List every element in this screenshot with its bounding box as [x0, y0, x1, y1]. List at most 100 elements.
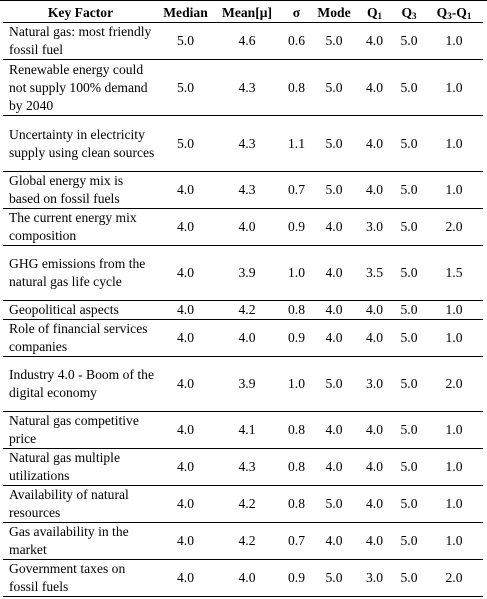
cell-iqr: 2.0 [425, 559, 483, 597]
table-body: Natural gas: most friendly fossil fuel 5.… [3, 22, 483, 597]
table-row: Government taxes on fossil fuels 4.0 4.0 0.… [3, 559, 483, 597]
cell-factor: Gas availability in the market [3, 522, 158, 560]
cell-iqr: 1.0 [425, 171, 483, 209]
cell-q3: 5.0 [393, 522, 425, 560]
cell-mode: 5.0 [312, 115, 356, 172]
cell-mean: 4.2 [213, 522, 281, 560]
cell-mode: 4.0 [312, 245, 356, 301]
cell-sigma: 0.6 [281, 22, 312, 60]
table-row: Global energy mix is based on fossil fue… [3, 171, 483, 209]
header-key-factor: Key Factor [3, 3, 158, 23]
cell-q1: 3.0 [356, 559, 393, 597]
cell-factor: Industry 4.0 - Boom of the digital econo… [3, 356, 158, 412]
cell-mean: 4.6 [213, 22, 281, 60]
cell-iqr: 1.0 [425, 522, 483, 560]
cell-q3: 5.0 [393, 356, 425, 412]
cell-median: 4.0 [158, 522, 213, 560]
cell-iqr: 1.0 [425, 115, 483, 172]
cell-sigma: 1.0 [281, 356, 312, 412]
cell-median: 4.0 [158, 245, 213, 301]
cell-mode: 5.0 [312, 559, 356, 597]
cell-mean: 4.3 [213, 448, 281, 486]
cell-q3: 5.0 [393, 245, 425, 301]
cell-sigma: 0.8 [281, 300, 312, 320]
table-row: Industry 4.0 - Boom of the digital econo… [3, 356, 483, 412]
cell-q1: 4.0 [356, 300, 393, 320]
cell-q3: 5.0 [393, 300, 425, 320]
cell-iqr: 1.0 [425, 300, 483, 320]
cell-median: 4.0 [158, 559, 213, 597]
cell-factor: Government taxes on fossil fuels [3, 559, 158, 597]
table-row: Geopolitical aspects 4.0 4.2 0.8 4.0 4.0 5.0 1.… [3, 300, 483, 320]
cell-sigma: 0.8 [281, 59, 312, 116]
table-row: GHG emissions from the natural gas life … [3, 245, 483, 301]
cell-mode: 4.0 [312, 411, 356, 449]
cell-mode: 5.0 [312, 356, 356, 412]
cell-iqr: 1.0 [425, 411, 483, 449]
cell-mode: 4.0 [312, 319, 356, 357]
cell-q1: 3.0 [356, 356, 393, 412]
cell-iqr: 1.0 [425, 485, 483, 523]
cell-median: 4.0 [158, 300, 213, 320]
cell-iqr: 1.0 [425, 59, 483, 116]
cell-iqr: 2.0 [425, 208, 483, 246]
cell-q1: 4.0 [356, 171, 393, 209]
cell-q1: 4.0 [356, 59, 393, 116]
cell-iqr: 1.0 [425, 22, 483, 60]
cell-mode: 4.0 [312, 522, 356, 560]
cell-median: 4.0 [158, 485, 213, 523]
cell-q3: 5.0 [393, 115, 425, 172]
table-row: Availability of natural resources 4.0 4.2 0… [3, 485, 483, 523]
cell-q1: 4.0 [356, 522, 393, 560]
cell-q3: 5.0 [393, 22, 425, 60]
table-row: Natural gas: most friendly fossil fuel 5.… [3, 22, 483, 60]
cell-mean: 4.2 [213, 485, 281, 523]
cell-mean: 4.3 [213, 115, 281, 172]
cell-q3: 5.0 [393, 59, 425, 116]
cell-median: 5.0 [158, 59, 213, 116]
cell-sigma: 0.8 [281, 485, 312, 523]
header-q1: Q1 [356, 3, 393, 23]
cell-q3: 5.0 [393, 319, 425, 357]
cell-mode: 5.0 [312, 485, 356, 523]
table-row: Renewable energy could not supply 100% d… [3, 59, 483, 116]
table-row: Natural gas multiple utilizations 4.0 4.3 0… [3, 448, 483, 486]
cell-median: 5.0 [158, 22, 213, 60]
cell-q3: 5.0 [393, 171, 425, 209]
cell-factor: GHG emissions from the natural gas life … [3, 245, 158, 301]
cell-mode: 4.0 [312, 448, 356, 486]
cell-q3: 5.0 [393, 411, 425, 449]
cell-q1: 3.5 [356, 245, 393, 301]
header-iqr: Q3-Q1 [425, 3, 483, 23]
cell-sigma: 0.9 [281, 319, 312, 357]
cell-q1: 4.0 [356, 115, 393, 172]
header-mode: Mode [312, 3, 356, 23]
cell-q3: 5.0 [393, 208, 425, 246]
cell-q1: 4.0 [356, 411, 393, 449]
header-q3: Q3 [393, 3, 425, 23]
cell-median: 5.0 [158, 115, 213, 172]
cell-mean: 4.0 [213, 319, 281, 357]
cell-mean: 4.2 [213, 300, 281, 320]
cell-sigma: 0.8 [281, 448, 312, 486]
cell-factor: Role of financial services companies [3, 319, 158, 357]
cell-mode: 4.0 [312, 208, 356, 246]
cell-q3: 5.0 [393, 448, 425, 486]
cell-iqr: 2.0 [425, 356, 483, 412]
cell-mean: 4.1 [213, 411, 281, 449]
cell-sigma: 0.7 [281, 171, 312, 209]
cell-mean: 4.0 [213, 208, 281, 246]
cell-factor: Natural gas multiple utilizations [3, 448, 158, 486]
cell-mode: 5.0 [312, 171, 356, 209]
cell-q1: 3.0 [356, 208, 393, 246]
cell-sigma: 0.9 [281, 208, 312, 246]
cell-mode: 4.0 [312, 300, 356, 320]
cell-sigma: 1.1 [281, 115, 312, 172]
cell-mean: 3.9 [213, 356, 281, 412]
cell-median: 4.0 [158, 171, 213, 209]
cell-factor: Renewable energy could not supply 100% d… [3, 59, 158, 116]
cell-factor: The current energy mix composition [3, 208, 158, 246]
cell-median: 4.0 [158, 411, 213, 449]
cell-median: 4.0 [158, 208, 213, 246]
